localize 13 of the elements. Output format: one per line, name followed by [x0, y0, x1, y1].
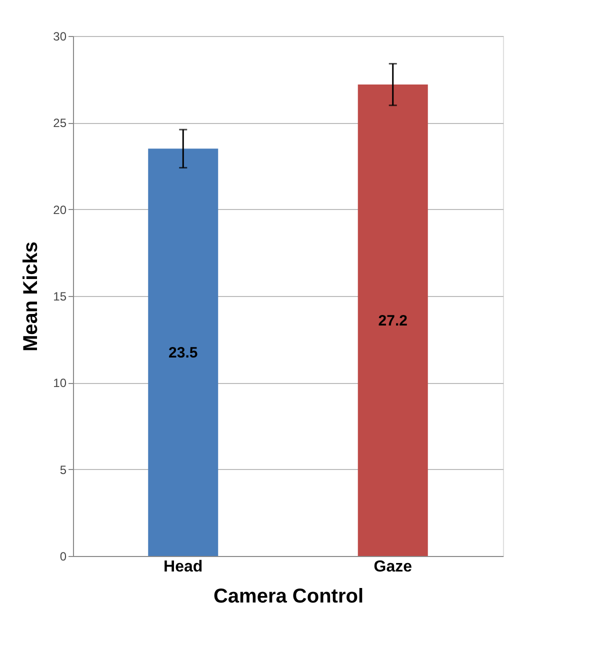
x-tick-label: Head	[164, 558, 203, 576]
y-tick-label: 5	[60, 462, 67, 477]
y-tick-label: 15	[53, 290, 67, 304]
data-label: 27.2	[378, 312, 408, 330]
data-label: 23.5	[168, 344, 198, 362]
y-tick-label: 0	[60, 550, 67, 564]
y-tick-label: 30	[53, 30, 67, 44]
x-tick-label: Gaze	[374, 558, 412, 576]
y-tick-label: 20	[53, 202, 67, 217]
y-axis-title: Mean Kicks	[20, 241, 42, 352]
y-tick-label: 25	[53, 116, 67, 130]
x-axis-title: Camera Control	[213, 586, 364, 608]
y-tick-label: 10	[53, 376, 67, 390]
